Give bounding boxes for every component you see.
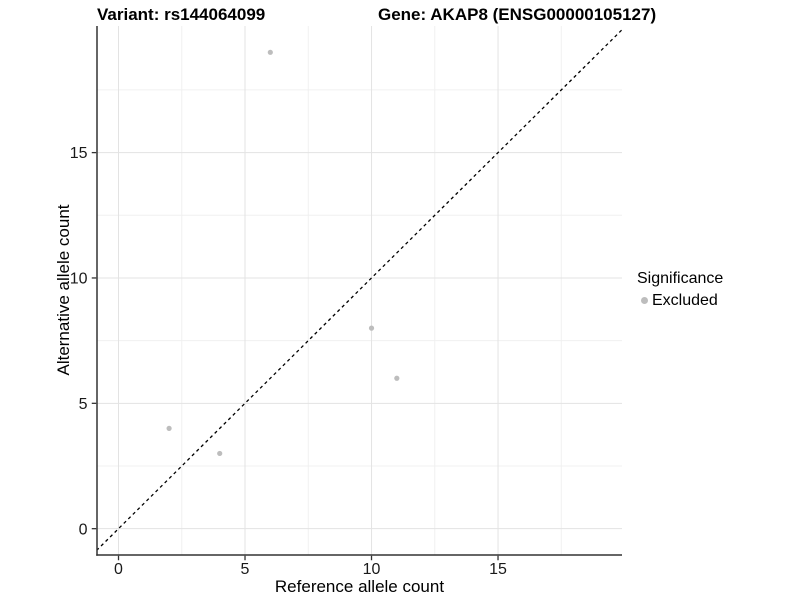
x-tick-label: 15 xyxy=(489,561,507,578)
x-tick-label: 0 xyxy=(114,561,123,578)
plot-title-variant: Variant: rs144064099 xyxy=(97,5,266,24)
identity-line xyxy=(97,28,622,551)
y-tick-label: 15 xyxy=(70,145,88,162)
legend-title: Significance xyxy=(637,270,724,287)
plot-title-gene: Gene: AKAP8 (ENSG00000105127) xyxy=(378,5,657,24)
data-point xyxy=(166,425,172,431)
x-axis-title: Reference allele count xyxy=(274,577,445,596)
y-tick-label: 0 xyxy=(79,521,88,538)
legend-entry-label: Excluded xyxy=(652,292,718,309)
x-tick-label: 10 xyxy=(363,561,381,578)
data-point xyxy=(267,49,273,55)
y-tick-label: 5 xyxy=(79,396,88,413)
data-point xyxy=(394,375,400,381)
legend: Significance Excluded xyxy=(637,270,723,309)
legend-point-swatch-icon xyxy=(641,297,648,304)
data-point xyxy=(217,450,223,457)
data-point xyxy=(368,325,375,331)
x-tick-label: 5 xyxy=(241,561,250,578)
y-axis-title: Alternative allele count xyxy=(54,204,73,376)
y-tick-label: 10 xyxy=(70,271,88,288)
legend-entry-excluded: Excluded xyxy=(637,292,723,309)
